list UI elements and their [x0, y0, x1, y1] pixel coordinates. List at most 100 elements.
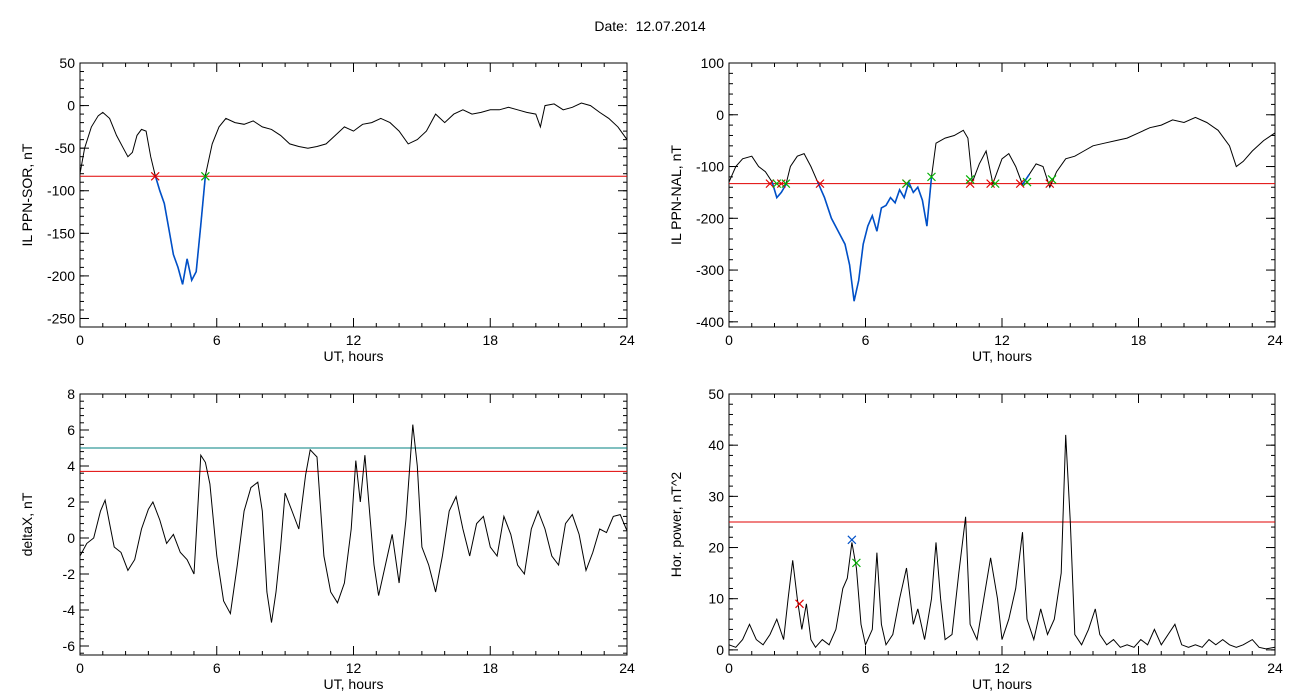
x-tick-label: 6 [213, 332, 221, 348]
y-tick-label: 0 [67, 530, 75, 546]
plot-frame [728, 393, 1276, 656]
x-tick-label: 6 [862, 660, 870, 676]
y-tick-label: -300 [696, 262, 724, 278]
x-tick-label: 12 [346, 332, 362, 348]
marker-stroke [1015, 179, 1025, 189]
y-tick-label: 100 [701, 55, 725, 71]
marker-stroke [781, 179, 791, 189]
highlighted-segment [154, 175, 207, 285]
x-tick-label: 6 [213, 660, 221, 676]
cross-marker-red [965, 179, 975, 189]
x-tick-label: 24 [619, 660, 635, 676]
marker-stroke [902, 179, 911, 189]
y-tick-label: 2 [67, 494, 75, 510]
cross-marker-red [1015, 179, 1025, 189]
x-tick-label: 12 [994, 332, 1010, 348]
y-tick-label: -150 [47, 225, 75, 241]
x-tick-label: 0 [725, 332, 733, 348]
cross-marker-red [765, 179, 775, 189]
y-tick-label: 40 [708, 437, 724, 453]
y-tick-label: 6 [67, 422, 75, 438]
cross-marker-green [927, 172, 936, 182]
y-tick-label: 20 [708, 540, 724, 556]
x-axis-label: UT, hours [324, 348, 384, 364]
chart-panel-hpow: 0 6 12 18 24 50 40 30 20 10 0 UT, hours Hor. power, … [668, 386, 1283, 692]
x-axis-label: UT, hours [972, 676, 1032, 692]
cross-marker-green [965, 175, 975, 184]
cross-marker-green [851, 558, 861, 568]
y-tick-label: -200 [696, 210, 724, 226]
series-line [79, 424, 628, 623]
cross-marker-green [990, 179, 1000, 189]
marker-stroke [965, 179, 975, 189]
chart-panel-ilnal: 0 6 12 18 24 100 0 -100 -200 -300 -400 UT, hours IL … [668, 55, 1283, 364]
y-axis-label: IL PPN-NAL, nT [668, 145, 684, 245]
x-tick-label: 6 [862, 332, 870, 348]
series-line [728, 116, 1276, 302]
highlighted-segment [771, 181, 787, 200]
highlighted-segment [816, 176, 933, 302]
x-tick-label: 18 [482, 660, 498, 676]
y-axis-label: IL PPN-SOR, nT [19, 143, 35, 246]
marker-stroke [965, 175, 975, 184]
y-tick-label: 4 [67, 458, 75, 474]
y-tick-label: -100 [47, 183, 75, 199]
cross-marker-green [1047, 175, 1057, 184]
series-line [728, 434, 1276, 650]
y-axis-label: Hor. power, nT^2 [668, 472, 684, 578]
cross-marker-green [1022, 177, 1032, 187]
x-tick-label: 18 [482, 332, 498, 348]
y-tick-label: 30 [708, 488, 724, 504]
series-line [79, 102, 628, 285]
x-tick-label: 18 [1131, 332, 1147, 348]
y-axis-label: deltaX, nT [19, 492, 35, 556]
y-tick-label: -50 [55, 140, 75, 156]
y-tick-label: 50 [708, 386, 724, 402]
marker-stroke [1022, 177, 1032, 187]
x-tick-label: 0 [76, 332, 84, 348]
cross-marker-red [815, 179, 825, 189]
chart-title: Date: 12.07.2014 [0, 18, 1300, 34]
x-axis-label: UT, hours [972, 348, 1032, 364]
y-tick-label: -100 [696, 159, 724, 175]
x-tick-label: 24 [619, 332, 635, 348]
x-axis-label: UT, hours [324, 676, 384, 692]
date-value: 12.07.2014 [635, 18, 706, 34]
marker-stroke [150, 171, 160, 181]
marker-stroke [200, 171, 210, 181]
date-label: Date: [594, 18, 628, 34]
marker-stroke [815, 179, 825, 189]
chart-panel-deltax: 0 6 12 18 24 8 6 4 2 0 -2 -4 -6 UT, hours deltaX, nT [19, 386, 635, 692]
x-tick-label: 0 [725, 660, 733, 676]
y-tick-label: 8 [67, 386, 75, 402]
cross-marker-red [795, 599, 804, 609]
marker-stroke [927, 172, 936, 182]
x-tick-label: 18 [1131, 660, 1147, 676]
y-tick-label: -4 [63, 602, 76, 618]
marker-stroke [990, 179, 1000, 189]
cross-marker-green [902, 179, 911, 189]
cross-marker-green [781, 179, 791, 189]
cross-marker-red [150, 171, 160, 181]
marker-stroke [795, 599, 804, 609]
x-tick-label: 12 [346, 660, 362, 676]
marker-stroke [1045, 179, 1055, 189]
y-tick-label: -200 [47, 268, 75, 284]
y-tick-label: -400 [696, 314, 724, 330]
y-tick-label: 0 [716, 107, 724, 123]
y-tick-label: -6 [63, 638, 76, 654]
cross-marker-green [200, 171, 210, 181]
y-tick-label: 10 [708, 591, 724, 607]
plot-frame [728, 62, 1276, 328]
plot-frame [79, 393, 628, 656]
y-tick-label: 0 [67, 98, 75, 114]
x-tick-label: 24 [1267, 332, 1283, 348]
x-tick-label: 0 [76, 660, 84, 676]
marker-stroke [851, 558, 861, 568]
y-tick-label: -2 [63, 566, 76, 582]
y-tick-label: 0 [716, 642, 724, 658]
marker-stroke [1047, 175, 1057, 184]
marker-stroke [847, 535, 857, 545]
chart-panel-ilsor: 0 6 12 18 24 50 0 -50 -100 -150 -200 -250 UT, hours I… [19, 55, 635, 364]
